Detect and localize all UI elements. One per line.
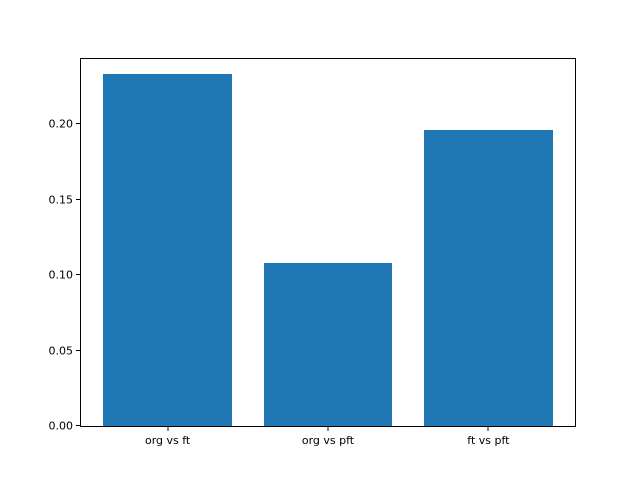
y-tick-mark	[76, 198, 80, 200]
x-tick-label-ft-vs-pft: ft vs pft	[467, 434, 510, 447]
y-tick-mark	[76, 274, 80, 276]
y-tick-label: 0.15	[48, 193, 74, 207]
y-tick-mark	[76, 425, 80, 426]
x-tick-mark	[487, 427, 489, 431]
x-tick-label-org-vs-pft: org vs pft	[301, 434, 355, 447]
y-tick-mark	[76, 123, 80, 125]
x-tick-label-org-vs-ft: org vs ft	[144, 434, 191, 447]
bar-org-vs-ft	[103, 74, 232, 426]
bar-ft-vs-pft	[424, 130, 553, 426]
x-tick-mark	[167, 427, 169, 431]
y-tick-label: 0.00	[48, 419, 74, 433]
y-tick-label: 0.05	[48, 344, 74, 358]
x-tick-mark	[327, 427, 329, 431]
y-tick-mark	[76, 349, 80, 351]
y-tick-label: 0.10	[48, 268, 74, 282]
plot-area: 0.00 0.05 0.10 0.15 0.20 org vs ft org vs pft…	[49, 58, 576, 446]
y-tick-label: 0.20	[48, 117, 74, 131]
bar-org-vs-pft	[263, 263, 393, 426]
